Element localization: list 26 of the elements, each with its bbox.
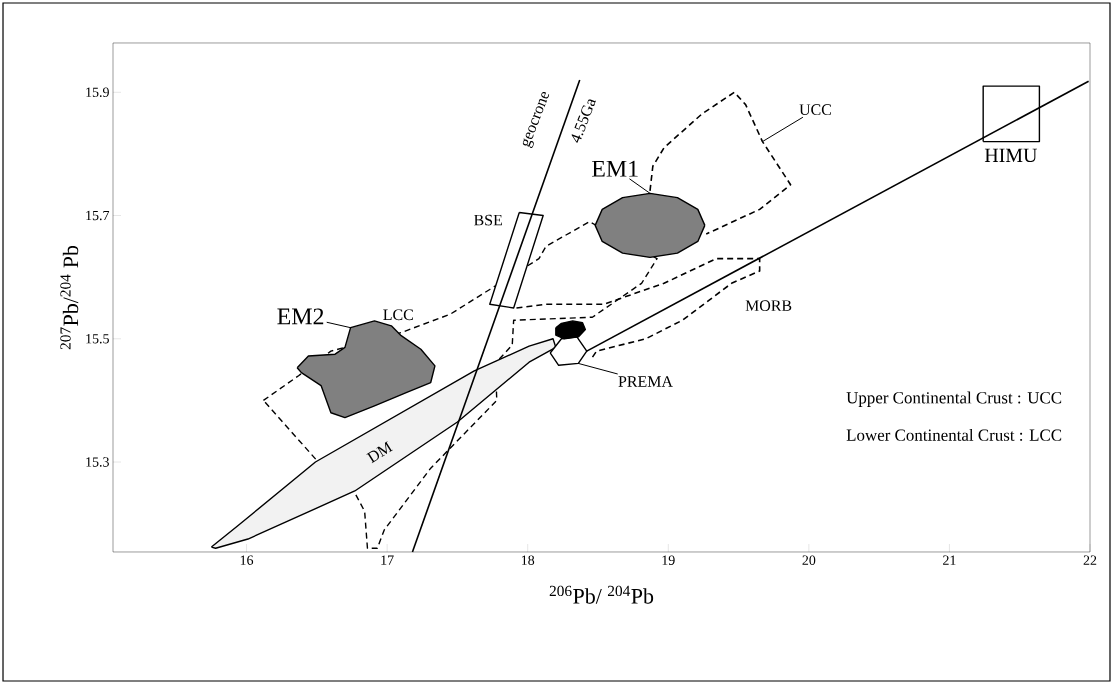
x-tick-label: 20: [802, 555, 816, 565]
x-tick-label: 16: [240, 555, 254, 565]
annotation: 4.55Ga: [571, 99, 597, 143]
x-tick-label: 22: [1083, 555, 1097, 565]
series-label: HIMU: [984, 148, 1038, 163]
legend-label: LCC: [383, 309, 413, 321]
series-label: MORB: [745, 300, 792, 311]
y-tick-label: 15.3: [86, 457, 109, 467]
y-tick-label: 15.7: [86, 210, 110, 221]
x-axis-title: $^{206}$Pb/ $^{204}$Pb: [549, 585, 654, 604]
x-tick-label: 17: [381, 555, 394, 565]
x-tick-label: 18: [521, 555, 535, 565]
series-label: EM2: [277, 308, 324, 325]
text: PREMA: [618, 376, 673, 387]
series-label: EM1: [591, 160, 638, 177]
annotation: Lower Continental Crust : LCC: [846, 428, 1062, 441]
y-tick-label: 15.9: [86, 87, 109, 97]
y-tick-label: 15.5: [86, 334, 109, 344]
text: UCC: [799, 104, 831, 116]
series-label: DM: [366, 441, 393, 464]
series-label: BSE: [474, 214, 502, 226]
x-tick-label: 21: [943, 555, 956, 565]
x-tick-label: 19: [662, 555, 675, 565]
annotation: Upper Continental Crust : UCC: [846, 391, 1062, 407]
text: geocrone: [522, 92, 550, 149]
y-axis-title: $^{207}$Pb/$^{204}$ Pb: [60, 245, 79, 350]
